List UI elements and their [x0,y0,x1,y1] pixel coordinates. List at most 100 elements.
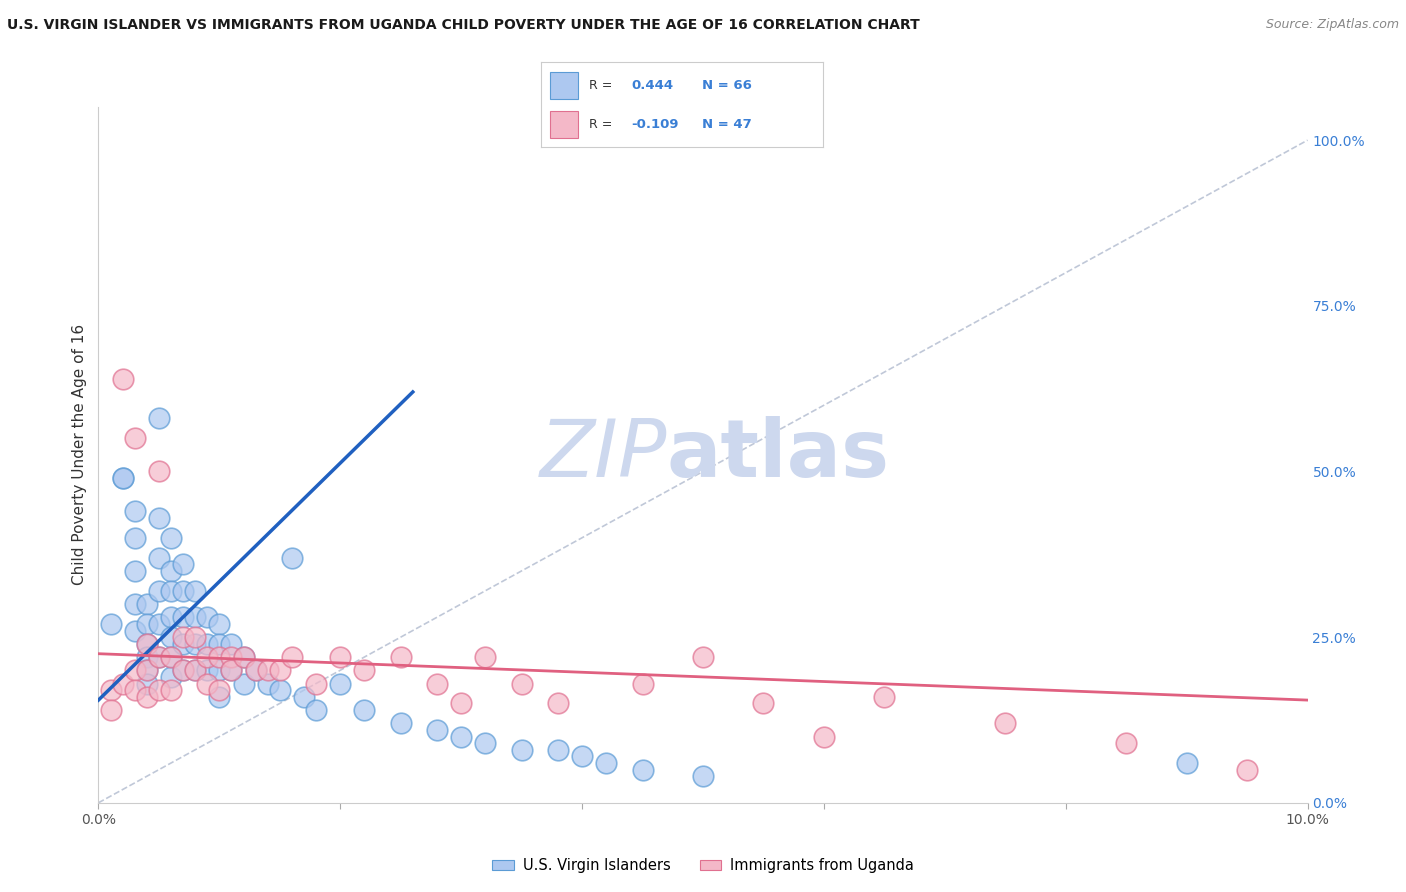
Point [1236,763,1258,777]
Point [184,610,207,624]
Point [172,610,194,624]
Point [148,583,170,598]
Point [135,597,157,611]
Point [1175,756,1198,770]
Point [160,531,183,545]
Point [208,690,231,704]
Point [450,730,472,744]
Point [160,650,183,665]
Point [692,769,714,783]
Point [172,637,194,651]
Point [631,676,654,690]
Point [208,616,231,631]
Point [124,431,146,445]
Point [208,637,231,651]
Point [353,703,375,717]
Point [195,650,218,665]
Point [474,650,496,665]
Point [873,690,896,704]
Point [148,511,170,525]
Point [148,616,170,631]
Text: -0.109: -0.109 [631,118,679,131]
Text: N = 47: N = 47 [702,118,751,131]
Point [111,471,134,485]
Point [245,663,267,677]
Point [124,531,146,545]
Text: R =: R = [589,78,616,92]
Point [426,676,449,690]
Point [994,716,1017,731]
Point [195,663,218,677]
Point [184,630,207,644]
Point [813,730,835,744]
Point [1115,736,1137,750]
Y-axis label: Child Poverty Under the Age of 16: Child Poverty Under the Age of 16 [72,325,87,585]
Point [135,690,157,704]
Point [208,683,231,698]
Point [135,616,157,631]
Point [232,676,254,690]
Point [135,663,157,677]
Text: 0.444: 0.444 [631,78,673,92]
Point [135,676,157,690]
Text: N = 66: N = 66 [702,78,751,92]
Point [281,650,304,665]
Point [474,736,496,750]
Point [160,610,183,624]
Point [195,676,218,690]
Point [135,637,157,651]
Point [426,723,449,737]
Point [232,650,254,665]
Point [172,663,194,677]
Point [692,650,714,665]
Point [269,683,291,698]
Bar [550,111,578,138]
Point [160,670,183,684]
Point [160,650,183,665]
Point [752,697,775,711]
Point [160,630,183,644]
Point [172,630,194,644]
Point [124,663,146,677]
Point [124,597,146,611]
Point [269,663,291,677]
Point [221,663,243,677]
Point [111,372,134,386]
Point [631,763,654,777]
Point [450,697,472,711]
Legend: U.S. Virgin Islanders, Immigrants from Uganda: U.S. Virgin Islanders, Immigrants from U… [486,853,920,879]
Point [124,683,146,698]
Point [160,583,183,598]
Point [221,650,243,665]
Point [256,676,278,690]
Point [292,690,315,704]
Point [160,564,183,578]
Point [148,411,170,425]
Point [389,716,412,731]
Point [353,663,375,677]
Point [124,624,146,638]
Point [135,650,157,665]
Point [148,650,170,665]
Point [195,637,218,651]
Point [547,697,569,711]
Point [184,583,207,598]
Point [510,743,533,757]
Point [232,650,254,665]
Point [100,616,122,631]
Point [172,583,194,598]
Point [571,749,593,764]
Point [135,663,157,677]
Point [184,637,207,651]
Point [111,471,134,485]
Text: ZIP: ZIP [540,416,666,494]
Point [100,703,122,717]
Point [329,676,352,690]
Point [245,663,267,677]
Point [208,650,231,665]
Bar [550,71,578,99]
Point [305,676,328,690]
Point [100,683,122,698]
Point [221,637,243,651]
Point [510,676,533,690]
